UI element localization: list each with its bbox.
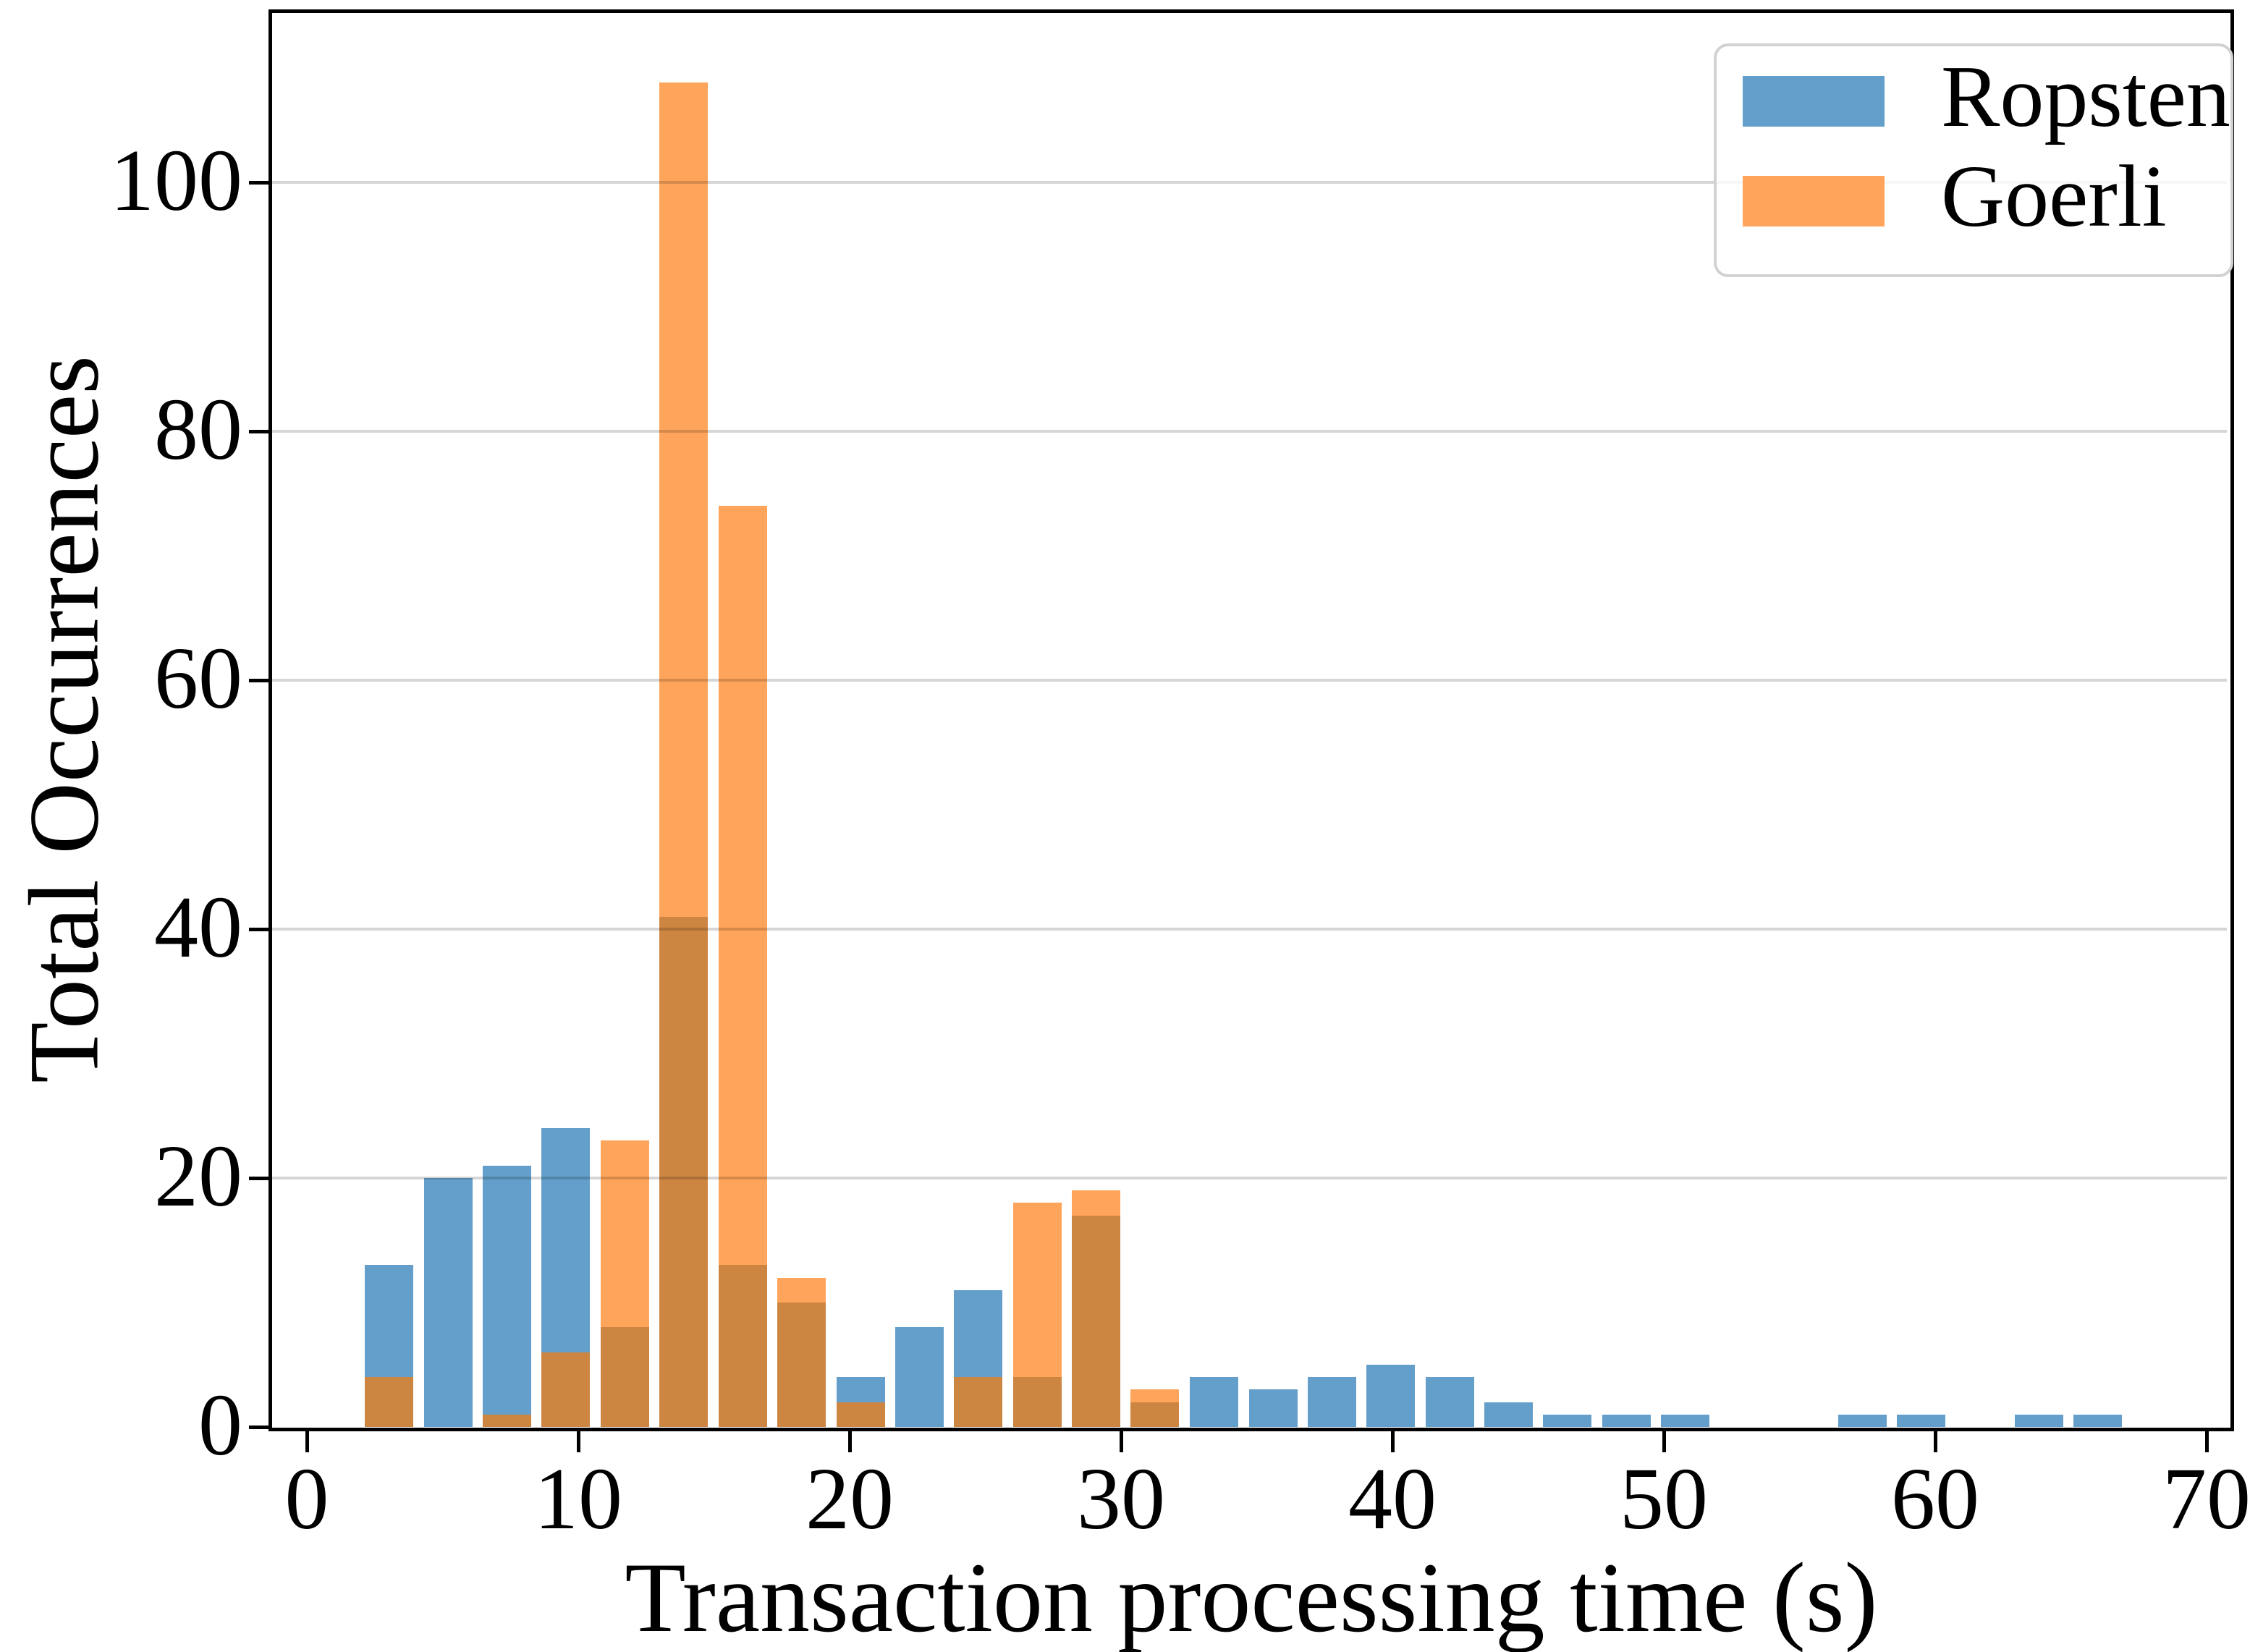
y-axis-title: Total Occurrences [8, 355, 119, 1083]
bar-ropsten-bin-29 [2014, 1414, 2063, 1427]
bar-ropsten-bin-18 [1366, 1365, 1416, 1427]
bar-overlap-bin-11 [954, 1377, 1003, 1427]
bar-goerli-bin-8 [777, 1277, 826, 1302]
x-tick-label-50: 50 [1620, 1450, 1708, 1548]
x-tick-mark-50 [1662, 1428, 1666, 1452]
bar-ropsten-bin-2 [423, 1178, 473, 1427]
bar-ropsten-bin-4 [541, 1128, 591, 1352]
x-tick-label-20: 20 [805, 1450, 894, 1548]
bar-overlap-bin-5 [600, 1327, 649, 1427]
bar-ropsten-bin-20 [1484, 1402, 1533, 1427]
bar-ropsten-bin-11 [954, 1289, 1003, 1378]
bar-overlap-bin-9 [836, 1402, 885, 1427]
x-tick-mark-30 [1119, 1428, 1123, 1452]
bar-ropsten-bin-27 [1897, 1414, 1945, 1427]
y-tick-mark-20 [249, 1176, 269, 1180]
legend-swatch-ropsten [1743, 76, 1885, 127]
x-tick-label-40: 40 [1348, 1450, 1437, 1548]
bar-ropsten-bin-26 [1837, 1414, 1887, 1427]
bar-overlap-bin-12 [1012, 1377, 1062, 1427]
y-tick-mark-100 [249, 180, 269, 185]
legend-label-ropsten: Ropsten [1941, 48, 2230, 145]
gridline-y-20 [272, 1177, 2227, 1179]
bar-overlap-bin-6 [659, 916, 709, 1427]
bar-goerli-bin-6 [659, 82, 709, 917]
gridline-y-40 [272, 928, 2227, 931]
x-tick-label-30: 30 [1077, 1450, 1165, 1548]
bar-ropsten-bin-17 [1307, 1377, 1356, 1427]
bar-overlap-bin-1 [365, 1377, 414, 1427]
y-tick-mark-80 [249, 429, 269, 433]
bar-goerli-bin-13 [1072, 1190, 1120, 1216]
bar-overlap-bin-14 [1130, 1402, 1180, 1427]
legend-item-ropsten: Ropsten [1743, 53, 2230, 141]
bar-overlap-bin-3 [482, 1414, 531, 1427]
bar-goerli-bin-5 [600, 1140, 649, 1328]
bar-overlap-bin-7 [718, 1265, 767, 1427]
bar-ropsten-bin-10 [894, 1327, 944, 1427]
y-tick-mark-60 [249, 678, 269, 682]
legend: Ropsten Goerli [1714, 43, 2233, 277]
x-tick-mark-40 [1390, 1428, 1395, 1452]
bar-ropsten-bin-21 [1543, 1414, 1592, 1427]
bar-ropsten-bin-23 [1661, 1414, 1710, 1427]
y-tick-label-0: 0 [198, 1376, 242, 1474]
legend-swatch-goerli [1743, 176, 1885, 226]
y-tick-mark-40 [249, 927, 269, 931]
bar-overlap-bin-13 [1072, 1215, 1120, 1427]
gridline-y-80 [272, 430, 2227, 433]
legend-label-goerli: Goerli [1941, 148, 2167, 245]
bar-ropsten-bin-22 [1602, 1414, 1651, 1427]
bar-goerli-bin-14 [1130, 1389, 1180, 1402]
x-tick-label-10: 10 [534, 1450, 622, 1548]
gridline-y-100 [272, 181, 2227, 184]
bar-goerli-bin-12 [1012, 1203, 1062, 1378]
x-tick-label-60: 60 [1891, 1450, 1979, 1548]
bar-ropsten-bin-16 [1248, 1389, 1298, 1427]
x-tick-mark-60 [1933, 1428, 1937, 1452]
bar-ropsten-bin-19 [1425, 1377, 1474, 1427]
bar-ropsten-bin-30 [2073, 1414, 2123, 1427]
bar-ropsten-bin-9 [836, 1377, 885, 1402]
bar-ropsten-bin-15 [1189, 1377, 1238, 1427]
bar-ropsten-bin-3 [482, 1165, 531, 1415]
x-axis-title: Transaction processing time (s) [625, 1542, 1878, 1652]
gridline-y-60 [272, 679, 2227, 682]
y-tick-mark-0 [249, 1425, 269, 1429]
x-tick-label-0: 0 [284, 1450, 329, 1548]
y-tick-label-60: 60 [154, 630, 242, 727]
y-tick-label-80: 80 [154, 381, 242, 478]
bar-overlap-bin-8 [777, 1302, 826, 1427]
x-tick-mark-20 [847, 1428, 852, 1452]
x-tick-label-70: 70 [2162, 1450, 2250, 1548]
y-tick-label-40: 40 [154, 878, 242, 976]
bar-ropsten-bin-1 [365, 1265, 414, 1378]
bar-overlap-bin-4 [541, 1352, 591, 1427]
x-tick-mark-0 [305, 1428, 309, 1452]
y-tick-label-20: 20 [154, 1127, 242, 1225]
legend-item-goerli: Goerli [1743, 153, 2167, 241]
x-tick-mark-70 [2204, 1428, 2209, 1452]
bar-goerli-bin-7 [718, 506, 767, 1266]
x-tick-mark-10 [576, 1428, 580, 1452]
y-tick-label-100: 100 [110, 132, 242, 229]
